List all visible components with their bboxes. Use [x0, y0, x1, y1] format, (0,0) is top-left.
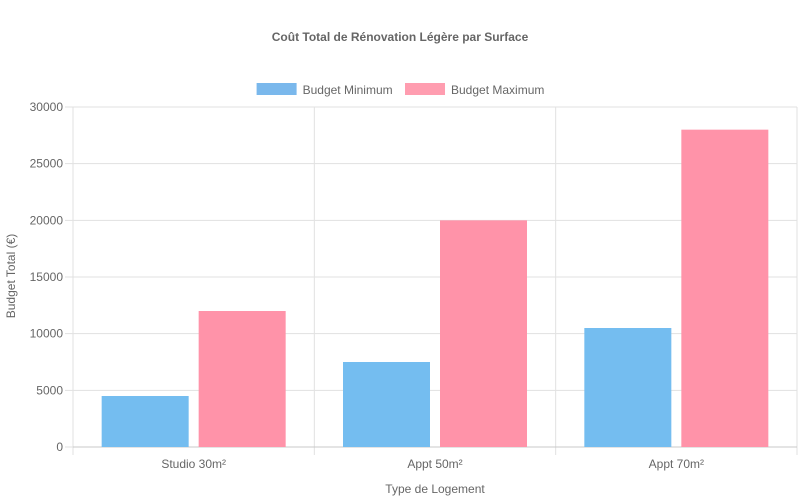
y-tick-label: 10000: [30, 327, 64, 341]
y-tick-label: 5000: [36, 383, 63, 397]
legend-label: Budget Minimum: [303, 83, 393, 97]
x-tick-label: Studio 30m²: [161, 457, 226, 471]
y-axis-title: Budget Total (€): [4, 234, 18, 319]
x-tick-label: Appt 50m²: [407, 457, 462, 471]
chart-title: Coût Total de Rénovation Légère par Surf…: [272, 30, 529, 44]
y-tick-label: 15000: [30, 270, 64, 284]
bar-minimum: [584, 328, 672, 447]
bar-maximum: [440, 220, 527, 447]
legend-swatch-minimum: [256, 83, 297, 95]
bar-maximum: [198, 311, 286, 447]
y-tick-label: 25000: [30, 157, 64, 171]
y-tick-label: 0: [56, 440, 63, 454]
x-axis-ticks: Studio 30m² Appt 50m² Appt 70m²: [161, 457, 704, 471]
legend: Budget Minimum Budget Maximum: [256, 83, 544, 97]
legend-label: Budget Maximum: [451, 83, 544, 97]
gridlines: [65, 106, 798, 455]
y-axis-ticks: 0 5000 10000 15000 20000 25000 30000: [30, 100, 64, 454]
y-tick-label: 30000: [30, 100, 64, 114]
bar-minimum: [101, 396, 189, 447]
x-axis-title: Type de Logement: [385, 482, 485, 496]
x-tick-label: Appt 70m²: [649, 457, 704, 471]
bar-minimum: [343, 362, 430, 447]
legend-swatch-maximum: [405, 83, 445, 95]
bar-maximum: [681, 129, 769, 447]
bars: [101, 129, 769, 447]
y-tick-label: 20000: [30, 213, 64, 227]
